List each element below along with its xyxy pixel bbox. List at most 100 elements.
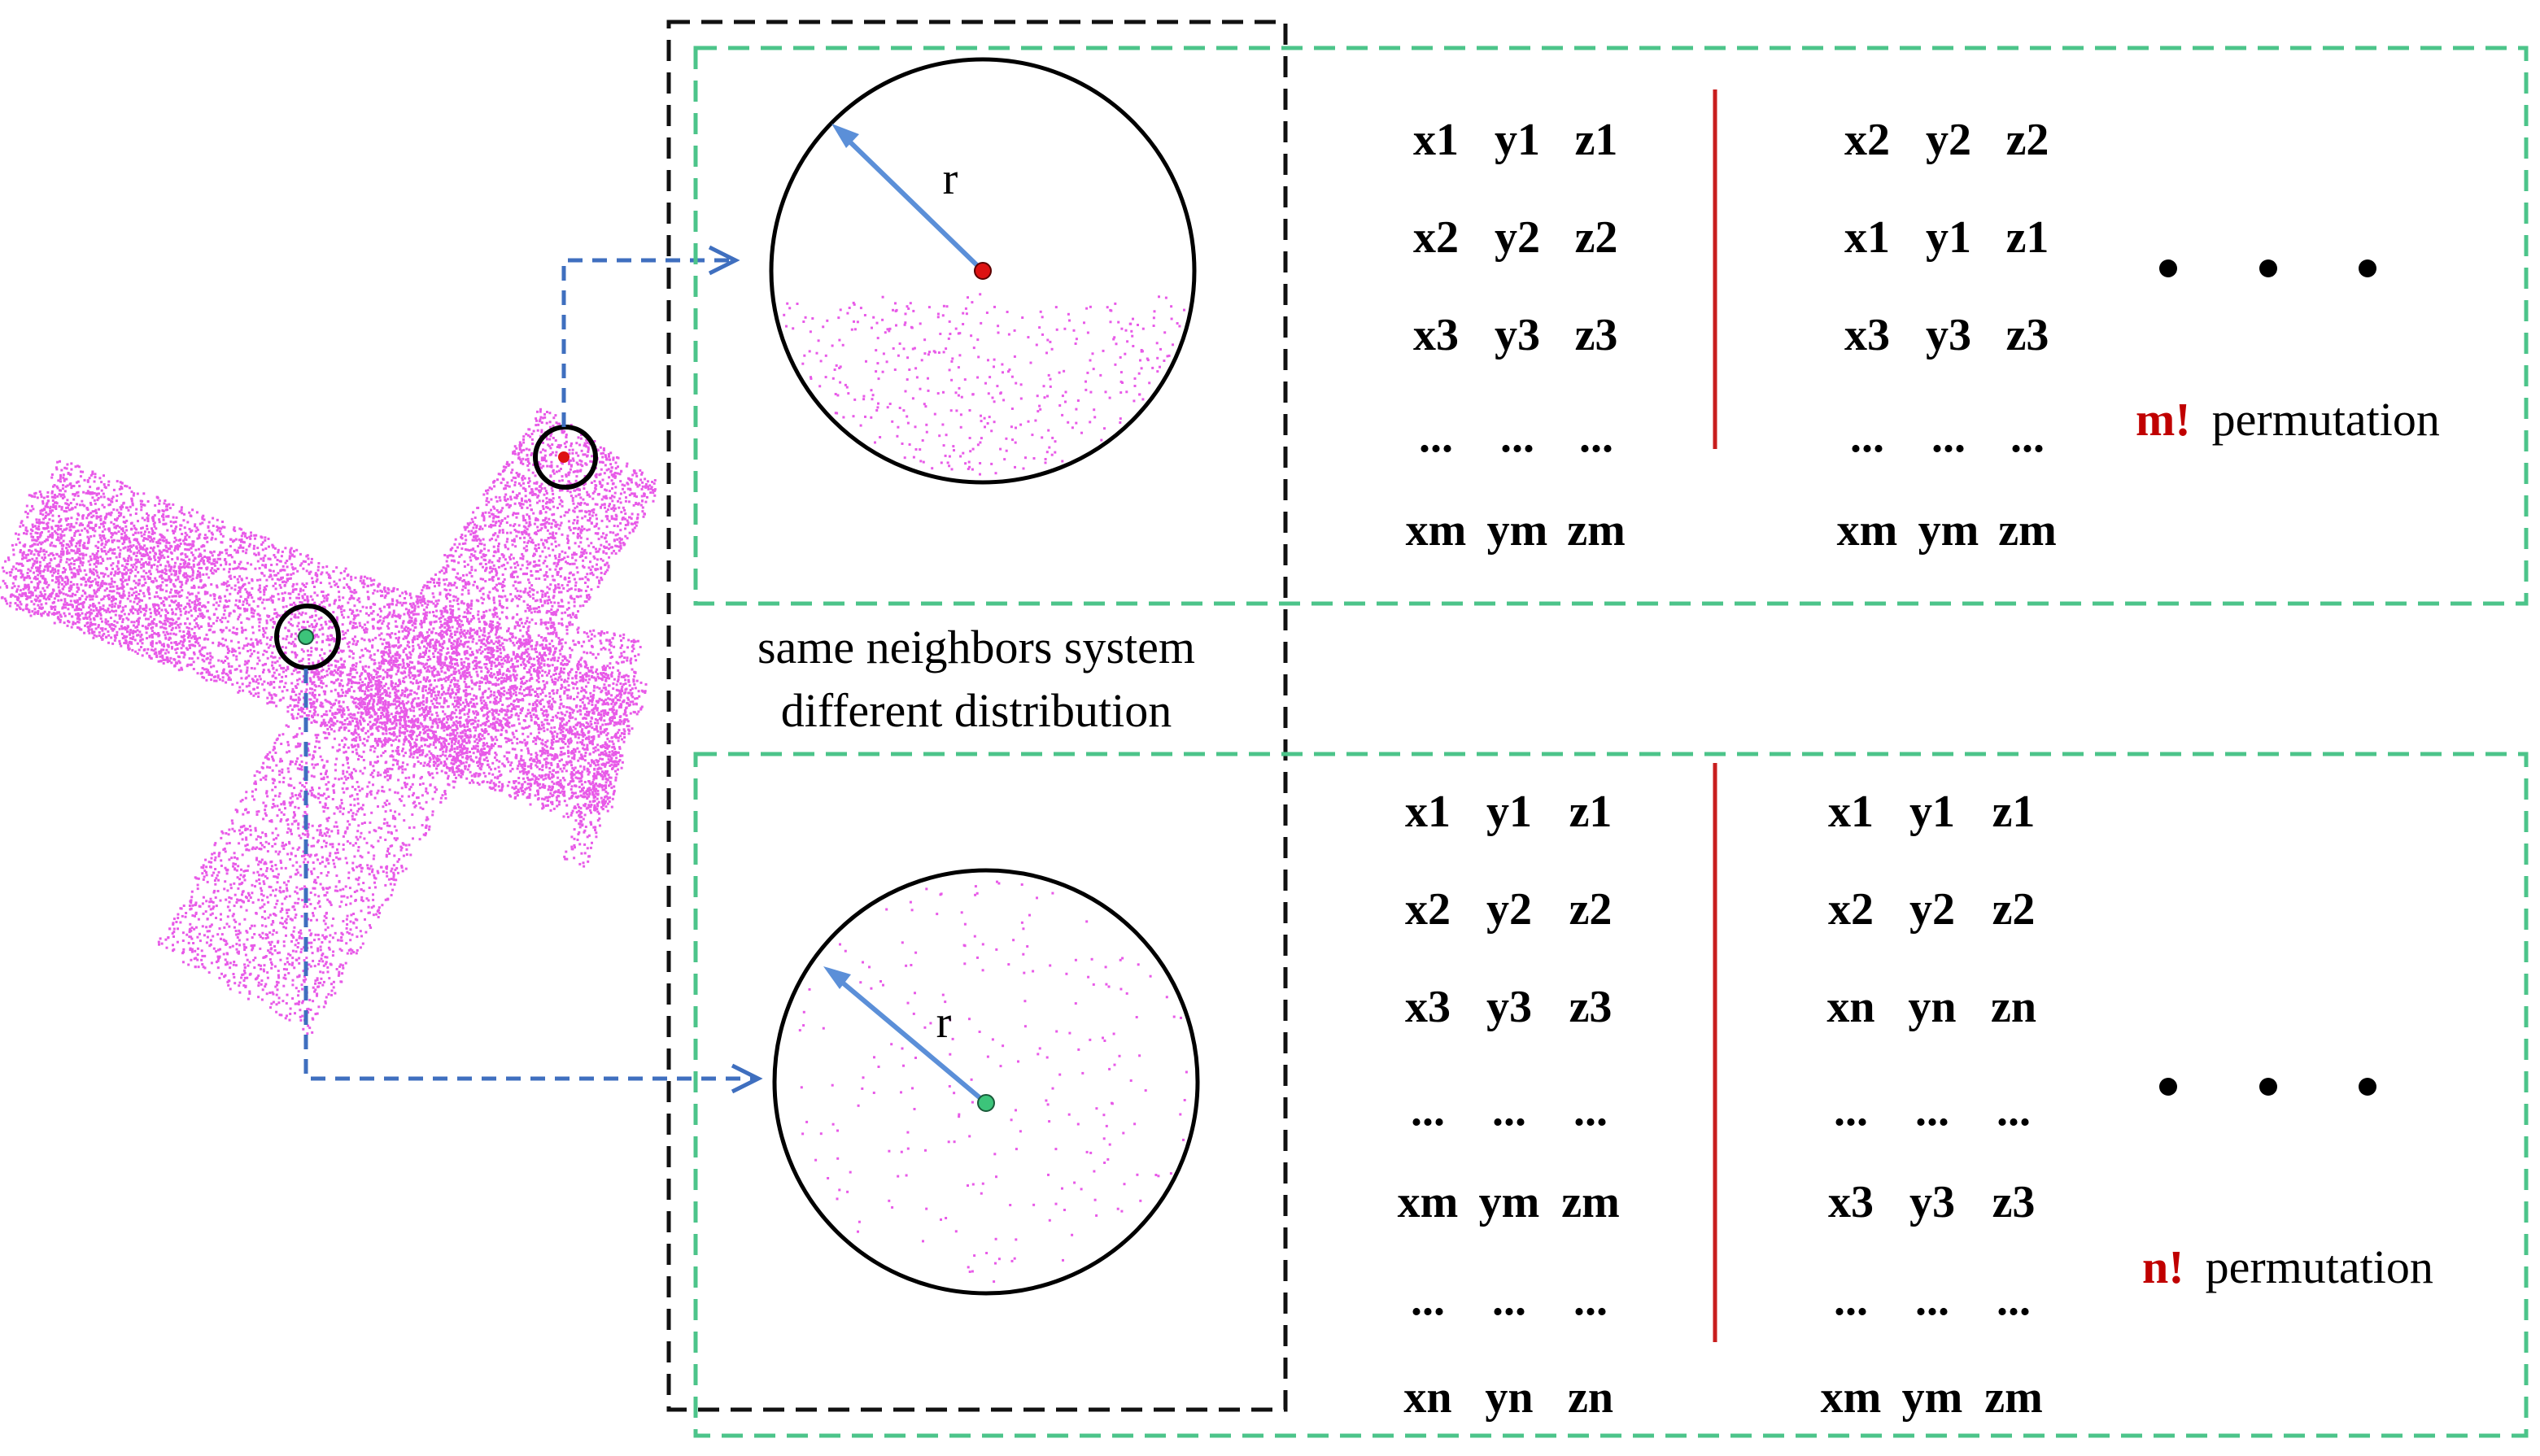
top-left-table-cell: ... — [1579, 412, 1613, 462]
bottom-left-table-cell: zm — [1561, 1177, 1620, 1227]
top-left-table-cell: y2 — [1495, 212, 1540, 263]
bottom-query-circle — [274, 604, 341, 670]
caption-line-2: different distribution — [781, 684, 1172, 737]
bottom-right-table-cell: x3 — [1828, 1177, 1874, 1227]
bottom-left-table-cell: ... — [1492, 1085, 1526, 1136]
top-left-table-cell: xm — [1406, 505, 1467, 556]
top-left-table-cell: ... — [1500, 412, 1534, 462]
top-left-table-cell: z2 — [1575, 212, 1618, 263]
bottom-left-table-cell: x2 — [1405, 884, 1451, 935]
bottom-left-table-cell: zn — [1568, 1372, 1613, 1423]
top-left-table-cell: x2 — [1413, 212, 1459, 263]
airplane-point-cloud — [0, 408, 657, 1035]
bottom-right-table-cell: ... — [1915, 1085, 1949, 1136]
top-right-table-cell: y3 — [1926, 310, 1971, 360]
bottom-right-table-cell: yn — [1908, 982, 1956, 1032]
bottom-connector-arrow — [303, 669, 755, 1081]
top-left-table-cell: y1 — [1495, 115, 1540, 165]
top-permutation-label: m! permutation — [2136, 393, 2440, 446]
bottom-left-table-cell: ... — [1411, 1275, 1445, 1325]
bottom-left-table-cell: xm — [1398, 1177, 1459, 1227]
bottom-ellipsis — [2159, 1078, 2376, 1096]
top-left-table-cell: z3 — [1575, 310, 1618, 360]
bottom-right-table-cell: ... — [1834, 1085, 1868, 1136]
top-right-table-cell: y1 — [1926, 212, 1971, 263]
top-right-table-cell: x1 — [1844, 212, 1890, 263]
top-right-table-cell: z2 — [2006, 115, 2049, 165]
top-left-table-cell: x1 — [1413, 115, 1459, 165]
top-left-table-cell: z1 — [1575, 115, 1618, 165]
top-right-table-cell: xm — [1837, 505, 1898, 556]
bottom-left-table-cell: ... — [1492, 1275, 1526, 1325]
bottom-neighborhood-ball — [772, 868, 1200, 1296]
bottom-left-table-cell: x3 — [1405, 982, 1451, 1032]
bottom-left-table-cell: y3 — [1486, 982, 1532, 1032]
bottom-ball-neighbor-points — [798, 880, 1188, 1284]
bottom-left-table-cell: y2 — [1486, 884, 1532, 935]
top-left-table-cell: ym — [1487, 505, 1548, 556]
top-right-table-cell: z1 — [2006, 212, 2049, 263]
top-connector-arrowhead — [708, 245, 740, 276]
top-panel-box — [693, 46, 2529, 606]
bottom-right-table-cell: y2 — [1909, 884, 1955, 935]
top-right-table-cell: ... — [1850, 412, 1884, 462]
bottom-left-table-cell: xn — [1403, 1372, 1451, 1423]
top-right-table-cell: ... — [2010, 412, 2045, 462]
bottom-center-point — [977, 1094, 995, 1112]
bottom-right-table-cell: x2 — [1828, 884, 1874, 935]
top-ellipsis — [2159, 259, 2376, 277]
bottom-right-table-cell: ... — [1997, 1085, 2031, 1136]
bottom-left-table-cell: z2 — [1569, 884, 1613, 935]
top-right-table-cell: z3 — [2006, 310, 2049, 360]
top-right-table-cell: zm — [1998, 505, 2057, 556]
bottom-right-table-cell: xn — [1826, 982, 1874, 1032]
bottom-left-table-cell: z3 — [1569, 982, 1613, 1032]
top-radius-arrow — [840, 132, 985, 273]
bottom-right-table-cell: ... — [1997, 1275, 2031, 1325]
top-ball-neighbor-points — [783, 293, 1185, 476]
top-connector-arrow — [561, 258, 732, 427]
bottom-right-table-cell: ... — [1834, 1275, 1868, 1325]
top-right-table-cell: ... — [1931, 412, 1966, 462]
caption-line-1: same neighbors system — [757, 621, 1195, 674]
neighbors-system-box — [666, 20, 1288, 1412]
bottom-right-table-cell: x1 — [1828, 787, 1874, 837]
bottom-right-table-cell: zm — [1984, 1372, 2043, 1423]
top-right-table-cell: ym — [1918, 505, 1979, 556]
bottom-right-table-cell: ym — [1902, 1372, 1963, 1423]
bottom-right-table-cell: zn — [1991, 982, 2036, 1032]
top-center-point — [974, 262, 992, 280]
bottom-left-table-cell: z1 — [1569, 787, 1613, 837]
top-left-table-cell: y3 — [1495, 310, 1540, 360]
bottom-right-table-cell: z2 — [1992, 884, 2036, 935]
bottom-radius-arrow — [833, 974, 988, 1105]
bottom-right-table-cell: ... — [1915, 1275, 1949, 1325]
bottom-left-table-cell: ... — [1411, 1085, 1445, 1136]
bottom-query-point — [298, 629, 314, 645]
bottom-right-table-cell: y1 — [1909, 787, 1955, 837]
top-query-point — [558, 451, 570, 463]
bottom-left-table-cell: ym — [1479, 1177, 1540, 1227]
top-right-table-cell: y2 — [1926, 115, 1971, 165]
bottom-radius-arrowhead — [823, 966, 851, 989]
bottom-right-table-cell: xm — [1821, 1372, 1882, 1423]
top-left-table-cell: zm — [1567, 505, 1626, 556]
bottom-left-table-cell: x1 — [1405, 787, 1451, 837]
top-right-table-cell: x2 — [1844, 115, 1890, 165]
bottom-right-table-cell: y3 — [1909, 1177, 1955, 1227]
top-left-table-cell: ... — [1419, 412, 1453, 462]
top-right-table-cell: x3 — [1844, 310, 1890, 360]
bottom-left-table-cell: ... — [1573, 1275, 1608, 1325]
bottom-connector-arrowhead — [731, 1063, 763, 1094]
bottom-permutation-label: n! permutation — [2142, 1240, 2433, 1293]
bottom-left-table-cell: yn — [1485, 1372, 1533, 1423]
bottom-right-table-cell: z3 — [1992, 1177, 2036, 1227]
bottom-left-table-cell: ... — [1573, 1085, 1608, 1136]
bottom-radius-label: r — [936, 997, 952, 1048]
top-radius-label: r — [943, 154, 958, 204]
bottom-panel-box — [693, 752, 2529, 1438]
bottom-right-table-cell: z1 — [1992, 787, 2036, 837]
top-radius-arrowhead — [831, 124, 859, 148]
bottom-left-table-cell: y1 — [1486, 787, 1532, 837]
